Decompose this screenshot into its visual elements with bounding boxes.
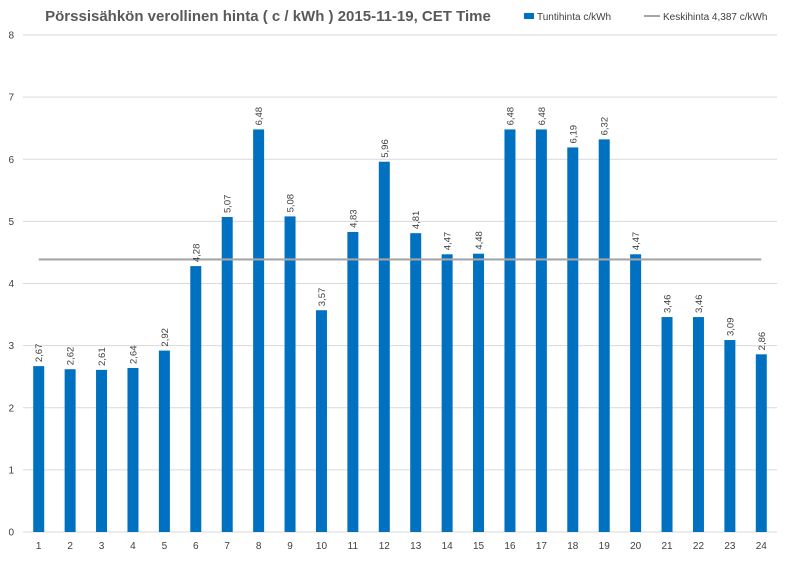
bar bbox=[692, 317, 704, 532]
x-tick-label: 23 bbox=[724, 541, 736, 552]
bar bbox=[535, 129, 547, 532]
x-tick-label: 19 bbox=[599, 541, 611, 552]
data-label: 6,32 bbox=[600, 117, 611, 136]
data-label: 3,09 bbox=[725, 318, 736, 337]
x-tick-label: 1 bbox=[36, 541, 42, 552]
bar bbox=[127, 367, 139, 532]
bar bbox=[315, 310, 327, 532]
data-label: 4,48 bbox=[474, 231, 485, 250]
data-label: 2,62 bbox=[66, 347, 77, 366]
data-label: 6,48 bbox=[254, 107, 265, 126]
y-axis-ticks: 0 1 2 3 4 5 6 7 8 bbox=[8, 31, 14, 539]
data-label: 2,92 bbox=[160, 328, 171, 347]
data-label: 2,67 bbox=[34, 344, 45, 363]
y-tick-label: 2 bbox=[8, 403, 14, 414]
data-label: 2,61 bbox=[97, 347, 108, 366]
x-tick-label: 9 bbox=[287, 541, 293, 552]
data-labels: 2,67 2,62 2,61 2,64 2,92 4,28 5,07 6,48 5,08 3,57… bbox=[34, 107, 768, 366]
x-tick-label: 21 bbox=[661, 541, 673, 552]
bar bbox=[724, 340, 736, 532]
bar bbox=[598, 139, 610, 532]
x-axis-ticks: 1 2 3 4 5 6 7 8 9 10 11 12 13 14 15 16 17 18 19 20 21 22 23 24 bbox=[36, 541, 767, 552]
legend-swatch-bars bbox=[524, 13, 534, 19]
y-tick-label: 8 bbox=[8, 31, 14, 42]
y-tick-label: 0 bbox=[8, 528, 14, 539]
data-label: 6,48 bbox=[505, 107, 516, 126]
x-tick-label: 4 bbox=[130, 541, 136, 552]
bar bbox=[284, 216, 296, 532]
x-tick-label: 10 bbox=[316, 541, 328, 552]
bar bbox=[33, 366, 45, 532]
chart-title: Pörssisähkön verollinen hinta ( c / kWh … bbox=[45, 8, 491, 25]
x-tick-label: 7 bbox=[224, 541, 230, 552]
bar bbox=[96, 369, 108, 532]
legend: Tuntihinta c/kWh Keskihinta 4,387 c/kWh bbox=[524, 12, 768, 23]
x-tick-label: 6 bbox=[193, 541, 199, 552]
bar bbox=[441, 254, 453, 532]
data-label: 4,47 bbox=[631, 232, 642, 251]
bar bbox=[504, 129, 516, 532]
bar bbox=[347, 231, 359, 532]
x-tick-label: 3 bbox=[99, 541, 105, 552]
bar bbox=[158, 350, 170, 532]
gridlines bbox=[23, 34, 777, 533]
x-tick-label: 20 bbox=[630, 541, 642, 552]
legend-label-bars: Tuntihinta c/kWh bbox=[537, 12, 611, 23]
bar bbox=[410, 233, 422, 532]
x-tick-label: 2 bbox=[67, 541, 73, 552]
y-tick-label: 7 bbox=[8, 93, 14, 104]
y-tick-label: 1 bbox=[8, 465, 14, 476]
y-tick-label: 3 bbox=[8, 341, 14, 352]
data-label: 4,81 bbox=[411, 211, 422, 230]
x-tick-label: 24 bbox=[756, 541, 768, 552]
legend-label-line: Keskihinta 4,387 c/kWh bbox=[663, 12, 768, 23]
bar bbox=[661, 317, 673, 532]
bar bbox=[755, 354, 767, 532]
y-tick-label: 6 bbox=[8, 155, 14, 166]
x-tick-label: 8 bbox=[256, 541, 262, 552]
data-label: 2,86 bbox=[757, 332, 768, 351]
x-tick-label: 14 bbox=[442, 541, 454, 552]
bar bbox=[253, 129, 265, 532]
data-label: 6,48 bbox=[537, 107, 548, 126]
x-tick-label: 11 bbox=[348, 541, 359, 552]
data-label: 2,64 bbox=[128, 345, 139, 364]
data-label: 3,57 bbox=[317, 288, 328, 307]
data-label: 6,19 bbox=[568, 125, 579, 144]
x-tick-label: 17 bbox=[536, 541, 548, 552]
x-tick-label: 15 bbox=[473, 541, 485, 552]
y-tick-label: 4 bbox=[8, 279, 14, 290]
bar bbox=[378, 161, 390, 533]
x-tick-label: 16 bbox=[504, 541, 516, 552]
data-label: 3,46 bbox=[663, 295, 674, 314]
data-label: 4,47 bbox=[443, 232, 454, 251]
bar bbox=[64, 369, 76, 532]
x-tick-label: 5 bbox=[162, 541, 168, 552]
bar bbox=[190, 266, 202, 532]
bar bbox=[473, 253, 485, 532]
bar bbox=[567, 147, 579, 533]
data-label: 5,08 bbox=[286, 194, 297, 213]
data-label: 5,07 bbox=[223, 195, 234, 214]
bar bbox=[630, 254, 642, 532]
data-label: 3,46 bbox=[694, 295, 705, 314]
data-label: 4,83 bbox=[348, 209, 359, 228]
data-label: 5,96 bbox=[380, 139, 391, 158]
x-tick-label: 22 bbox=[693, 541, 705, 552]
y-tick-label: 5 bbox=[8, 217, 14, 228]
x-tick-label: 13 bbox=[410, 541, 422, 552]
bars bbox=[33, 129, 767, 533]
x-tick-label: 12 bbox=[379, 541, 391, 552]
data-label: 4,28 bbox=[191, 244, 202, 263]
bar bbox=[221, 217, 233, 532]
x-tick-label: 18 bbox=[567, 541, 579, 552]
